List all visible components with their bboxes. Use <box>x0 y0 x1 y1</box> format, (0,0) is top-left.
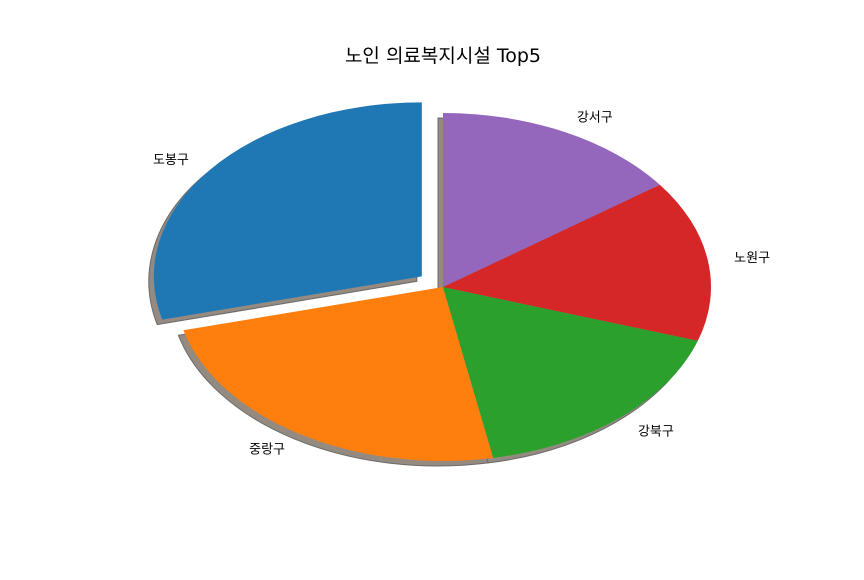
pie-slice <box>443 113 660 287</box>
pie-slice <box>153 102 422 320</box>
pie-slice <box>183 287 494 461</box>
slice-label: 강서구 <box>577 110 613 125</box>
slice-label: 도봉구 <box>153 153 189 168</box>
pie-slice <box>443 184 711 341</box>
slice-label: 강북구 <box>638 425 674 440</box>
pie-slices <box>153 102 711 461</box>
slice-label: 노원구 <box>734 251 770 266</box>
pie-slice <box>443 287 698 458</box>
slice-label: 중랑구 <box>249 443 285 458</box>
chart-title: 노인 의료복지시설 Top5 <box>345 45 541 67</box>
